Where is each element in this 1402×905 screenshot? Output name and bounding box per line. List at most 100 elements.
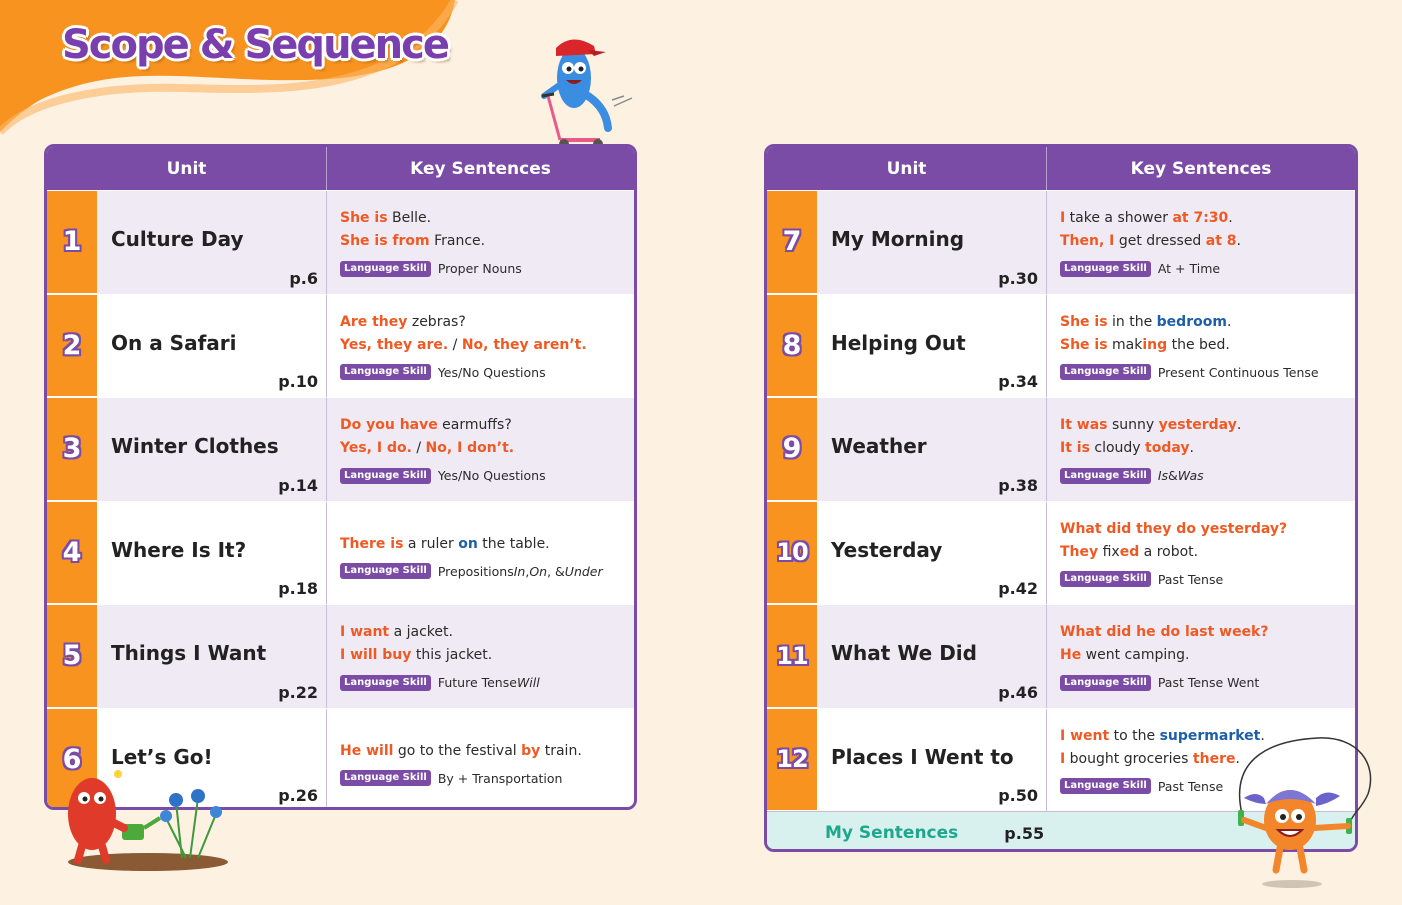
- unit-row[interactable]: 6 Let’s Go! p.26 He will go to the festival…: [47, 707, 634, 808]
- unit-row[interactable]: 11 What We Did p.46 What did he do last wee…: [767, 604, 1355, 708]
- unit-cell: Where Is It? p.18: [97, 501, 327, 604]
- sentence-fragment: the bed.: [1167, 336, 1230, 353]
- language-skill-text: , &: [547, 563, 565, 579]
- language-skill-text: Past Tense Went: [1157, 675, 1260, 690]
- orange-monster-jump-rope-icon: [1238, 737, 1372, 888]
- sentence-fragment: take a shower: [1065, 210, 1173, 226]
- table-header: Unit Key Sentences: [47, 147, 634, 190]
- unit-row[interactable]: 12 Places I Went to p.50 I went to the supe…: [767, 707, 1355, 812]
- language-skill-text: Was: [1177, 468, 1204, 483]
- sentence-fragment: .: [1228, 210, 1233, 226]
- unit-page-number: p.22: [278, 682, 318, 702]
- corner-wave-decoration: [0, 0, 459, 135]
- unit-cell: Helping Out p.34: [817, 294, 1047, 397]
- unit-row[interactable]: 9 Weather p.38 It was sunny yesterday. It is…: [767, 397, 1355, 501]
- sentence-fragment: What did he do last week?: [1060, 624, 1269, 640]
- sentence-fragment: the table.: [477, 535, 550, 552]
- unit-row[interactable]: 8 Helping Out p.34 She is in the bedroom. Sh…: [767, 293, 1355, 397]
- language-skill-text: Is: [1157, 468, 1169, 483]
- key-sentences-column-header: Key Sentences: [410, 158, 551, 179]
- unit-title: Things I Want: [111, 641, 267, 665]
- unit-row[interactable]: 2 On a Safari p.10 Are they zebras? Yes, the…: [47, 293, 634, 397]
- key-sentences-cell: I went to the supermarket. I bought groce…: [1047, 709, 1355, 812]
- key-sentence: I will buy this jacket.: [340, 644, 634, 667]
- language-skill-text: Past Tense: [1157, 778, 1224, 794]
- language-skill-badge: Language Skill: [1060, 571, 1151, 587]
- key-sentence: She is making the bed.: [1060, 334, 1355, 357]
- language-skill: Language Skill Yes/No Questions: [340, 464, 634, 487]
- language-skill-text: Under: [564, 563, 603, 579]
- sentence-fragment: /: [411, 440, 426, 456]
- language-skill: Language Skill Is & Was: [1060, 464, 1355, 487]
- sentence-fragment: I went: [1060, 727, 1110, 744]
- sentence-fragment: Yes, they are.: [340, 336, 449, 353]
- unit-row[interactable]: 7 My Morning p.30 I take a shower at 7:30. T…: [767, 190, 1355, 294]
- sentence-fragment: went camping.: [1081, 647, 1190, 663]
- sentence-fragment: Belle.: [387, 210, 432, 226]
- unit-page-number: p.50: [998, 786, 1038, 805]
- unit-title: Yesterday: [831, 537, 943, 562]
- language-skill: Language Skill Yes/No Questions: [340, 361, 634, 384]
- language-skill: Language Skill By + Transportation: [340, 767, 634, 790]
- sentence-fragment: a robot.: [1139, 543, 1199, 560]
- unit-rows-left: 1 Culture Day p.6 She is Belle. She is from …: [47, 190, 634, 808]
- sentence-fragment: at 7:30: [1172, 210, 1229, 226]
- language-skill-text: At + Time: [1157, 261, 1221, 276]
- key-sentences-cell: Do you have earmuffs? Yes, I do. / No, I …: [327, 398, 634, 501]
- my-sentences-row[interactable]: My Sentences p.55: [767, 811, 1355, 849]
- unit-page-number: p.14: [278, 475, 318, 495]
- sentence-fragment: at 8: [1205, 233, 1237, 249]
- unit-row[interactable]: 10 Yesterday p.42 What did they do yesterda…: [767, 500, 1355, 604]
- language-skill: Language Skill Past Tense: [1060, 775, 1355, 798]
- key-sentence: Yes, I do. / No, I don’t.: [340, 437, 634, 460]
- sentence-fragment: go to the festival: [393, 742, 522, 759]
- language-skill: Language Skill At + Time: [1060, 257, 1355, 280]
- unit-number: 8: [767, 294, 817, 397]
- key-sentences-cell: He will go to the festival by train. Lang…: [327, 709, 634, 808]
- unit-title: Weather: [831, 434, 927, 458]
- unit-number: 2: [47, 294, 97, 397]
- unit-title: Let’s Go!: [111, 744, 213, 769]
- sentence-fragment: He will: [340, 742, 394, 759]
- unit-row[interactable]: 5 Things I Want p.22 I want a jacket. I will…: [47, 604, 634, 708]
- key-sentences-cell: She is Belle. She is from France. Language…: [327, 191, 634, 294]
- language-skill-badge: Language Skill: [340, 364, 431, 380]
- sentence-fragment: yesterday: [1158, 417, 1237, 433]
- unit-cell: Winter Clothes p.14: [97, 398, 327, 501]
- unit-row[interactable]: 4 Where Is It? p.18 There is a ruler on the…: [47, 500, 634, 605]
- sentence-fragment: zebras?: [407, 313, 466, 330]
- sentence-fragment: They: [1060, 543, 1099, 560]
- key-sentence: Then, I get dressed at 8.: [1060, 230, 1355, 253]
- key-sentence: What did they do yesterday?: [1060, 518, 1355, 541]
- key-sentence: There is a ruler on the table.: [340, 533, 634, 556]
- my-sentences-label: My Sentences: [825, 823, 959, 843]
- language-skill-text: By + Transportation: [437, 770, 563, 786]
- key-sentences-cell: There is a ruler on the table. Language S…: [327, 502, 634, 605]
- unit-page-number: p.10: [278, 372, 318, 391]
- unit-column-header: Unit: [767, 147, 1047, 190]
- sentence-fragment: I: [1060, 210, 1066, 226]
- sentence-fragment: I: [1060, 750, 1066, 767]
- sentence-fragment: on: [458, 535, 478, 552]
- sentence-fragment: .: [1226, 313, 1232, 330]
- language-skill-badge: Language Skill: [340, 260, 431, 277]
- unit-row[interactable]: 3 Winter Clothes p.14 Do you have earmuffs?…: [47, 397, 634, 501]
- sentence-fragment: .: [1236, 417, 1242, 433]
- sentence-fragment: sunny: [1107, 417, 1159, 433]
- unit-cell: Yesterday p.42: [817, 501, 1047, 604]
- key-sentence: I want a jacket.: [340, 621, 634, 644]
- sentence-fragment: Then, I: [1060, 233, 1115, 249]
- key-sentence: It is cloudy today.: [1060, 437, 1355, 460]
- key-sentence: He went camping.: [1060, 644, 1355, 667]
- unit-cell: Weather p.38: [817, 398, 1047, 501]
- unit-row[interactable]: 1 Culture Day p.6 She is Belle. She is from …: [47, 190, 634, 294]
- unit-page-number: p.18: [278, 579, 318, 598]
- language-skill-badge: Language Skill: [1060, 467, 1151, 484]
- sentence-fragment: earmuffs?: [437, 417, 512, 433]
- unit-cell: Places I Went to p.50: [817, 708, 1047, 811]
- unit-number: 9: [767, 398, 817, 501]
- key-sentence: She is Belle.: [340, 207, 634, 230]
- language-skill: Language Skill Future Tense Will: [340, 671, 634, 694]
- sentence-fragment: ed: [1119, 543, 1140, 560]
- language-skill-badge: Language Skill: [340, 674, 431, 691]
